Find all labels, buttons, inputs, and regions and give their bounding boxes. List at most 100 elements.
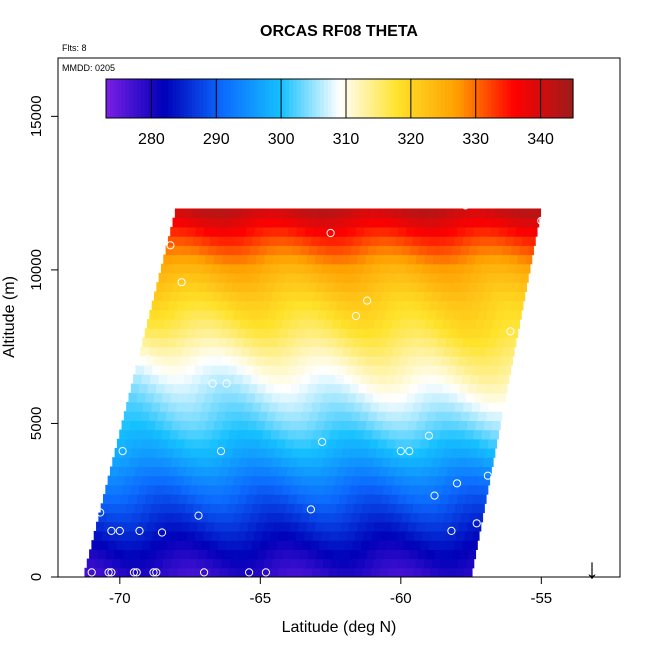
heat-cell bbox=[281, 521, 291, 532]
heat-cell bbox=[455, 466, 465, 477]
heat-cell bbox=[432, 457, 442, 468]
colorbar-segment bbox=[565, 79, 570, 118]
heat-cell bbox=[316, 549, 326, 560]
heat-cell bbox=[419, 272, 429, 283]
heat-cell bbox=[469, 411, 479, 421]
heat-cell bbox=[257, 448, 267, 458]
heat-cell bbox=[173, 448, 183, 458]
heat-cell bbox=[334, 512, 344, 523]
colorbar-segment bbox=[144, 79, 150, 118]
heat-cell bbox=[254, 328, 264, 339]
heat-cell bbox=[326, 208, 336, 219]
heat-cell bbox=[507, 328, 517, 339]
heat-cell bbox=[193, 300, 203, 311]
heat-cell bbox=[398, 291, 408, 302]
heat-cell bbox=[186, 263, 196, 274]
heat-cell bbox=[200, 208, 210, 219]
heat-cell bbox=[371, 365, 381, 375]
heat-cell bbox=[195, 429, 205, 440]
heat-cell bbox=[479, 337, 489, 348]
heat-cell bbox=[202, 401, 212, 412]
heat-cell bbox=[243, 438, 253, 449]
heat-cell bbox=[399, 420, 409, 431]
heat-cell bbox=[327, 272, 337, 283]
heat-cell bbox=[318, 374, 328, 385]
heat-cell bbox=[355, 530, 365, 541]
heat-cell bbox=[487, 438, 497, 449]
heat-cell bbox=[302, 438, 312, 449]
colorbar-segment bbox=[312, 79, 317, 118]
heat-cell bbox=[528, 208, 538, 219]
heat-cell bbox=[380, 530, 390, 541]
heat-cell bbox=[419, 208, 429, 219]
heat-cell bbox=[439, 530, 449, 541]
heat-cell bbox=[400, 383, 410, 394]
heat-cell bbox=[323, 420, 333, 431]
heat-cell bbox=[223, 383, 233, 394]
heat-cell bbox=[488, 401, 498, 412]
heat-cell bbox=[272, 457, 282, 468]
heat-cell bbox=[436, 374, 446, 385]
heat-cell bbox=[453, 540, 463, 550]
heat-cell bbox=[347, 494, 357, 504]
heat-cell bbox=[310, 438, 320, 449]
heat-cell bbox=[169, 429, 179, 440]
heat-cell bbox=[507, 226, 517, 237]
heat-cell bbox=[281, 319, 291, 329]
heat-cell bbox=[502, 346, 512, 357]
heat-cell bbox=[188, 521, 198, 532]
heat-cell bbox=[378, 236, 388, 246]
heat-cell bbox=[112, 558, 122, 569]
heat-cell bbox=[436, 475, 446, 486]
heat-cell bbox=[114, 549, 124, 560]
heat-cell bbox=[433, 254, 443, 265]
heat-cell bbox=[381, 291, 391, 302]
heat-cell bbox=[401, 346, 411, 357]
heat-cell bbox=[351, 411, 361, 421]
heat-cell bbox=[472, 300, 482, 311]
flight-point bbox=[143, 354, 152, 364]
heat-cell bbox=[313, 392, 323, 403]
heat-cell bbox=[86, 558, 96, 569]
heat-cell bbox=[442, 282, 452, 292]
heat-cell bbox=[277, 438, 287, 449]
heat-cell bbox=[144, 429, 154, 440]
heat-cell bbox=[125, 438, 135, 449]
heat-cell bbox=[268, 438, 278, 449]
heat-cell bbox=[351, 245, 361, 256]
heat-cell bbox=[157, 411, 167, 421]
colorbar-segment bbox=[526, 79, 531, 118]
heat-cell bbox=[509, 217, 519, 228]
heat-cell bbox=[214, 217, 224, 228]
colorbar-segment bbox=[113, 79, 119, 118]
heat-cell bbox=[456, 530, 466, 541]
heat-cell bbox=[263, 558, 273, 569]
heat-cell bbox=[367, 346, 377, 357]
heat-cell bbox=[233, 411, 243, 421]
heat-cell bbox=[198, 484, 208, 495]
heat-cell bbox=[239, 217, 250, 228]
heat-cell bbox=[220, 226, 230, 237]
heat-cell bbox=[121, 521, 131, 532]
heat-cell bbox=[153, 392, 163, 403]
heat-cell bbox=[457, 392, 467, 403]
heat-cell bbox=[449, 558, 459, 569]
heat-cell bbox=[535, 217, 540, 228]
heat-cell bbox=[243, 236, 253, 246]
heat-cell bbox=[206, 217, 216, 228]
heat-cell bbox=[397, 530, 407, 541]
heat-cell bbox=[225, 374, 235, 385]
heat-cell bbox=[421, 503, 431, 514]
heat-cell bbox=[189, 383, 199, 394]
heat-cell bbox=[437, 438, 447, 449]
heat-cell bbox=[152, 530, 162, 541]
heat-cell bbox=[389, 392, 399, 403]
colorbar-segment bbox=[374, 79, 380, 118]
colorbar-segment bbox=[378, 79, 383, 118]
colorbar-segment bbox=[347, 79, 352, 118]
colorbar-segment bbox=[483, 79, 488, 118]
heat-cell bbox=[262, 429, 272, 440]
heat-cell bbox=[376, 411, 386, 421]
heat-cell bbox=[465, 494, 475, 504]
heat-cell bbox=[119, 530, 129, 541]
